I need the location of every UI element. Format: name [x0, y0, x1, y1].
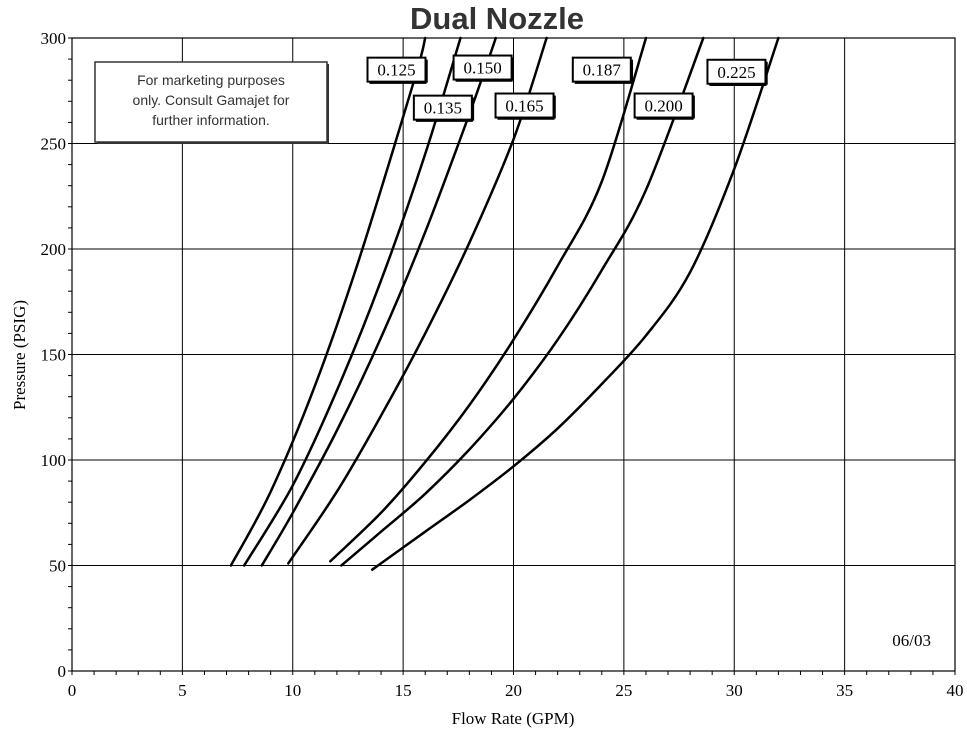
- series-line-0.165: [287, 36, 548, 565]
- y-tick-label: 200: [41, 240, 67, 259]
- series-line-0.187: [329, 36, 648, 563]
- series-label-text: 0.225: [717, 63, 755, 82]
- series-label-text: 0.125: [377, 61, 415, 80]
- marketing-note-line-2: only. Consult Gamajet for: [133, 92, 290, 108]
- y-tick-labels: 0 50 100 150 200 250 300: [41, 29, 67, 681]
- series-label-0.187: 0.187: [571, 56, 634, 84]
- series-lines: [229, 36, 780, 571]
- y-tick-label: 300: [41, 29, 67, 48]
- x-tick-label: 10: [284, 681, 301, 700]
- x-tick-label: 30: [726, 681, 743, 700]
- x-axis-title: Flow Rate (GPM): [452, 709, 575, 728]
- marketing-note-line-1: For marketing purposes: [137, 72, 285, 88]
- grid-lines: [71, 37, 956, 672]
- y-tick-label: 50: [49, 557, 66, 576]
- chart-title: Dual Nozzle: [410, 1, 584, 36]
- series-line-0.135: [242, 36, 462, 567]
- series-label-0.150: 0.150: [452, 54, 514, 82]
- series-label-text: 0.165: [505, 97, 543, 116]
- x-tick-label: 35: [836, 681, 853, 700]
- x-tick-labels: 0 5 10 15 20 25 30 35 40: [68, 681, 964, 700]
- y-tick-label: 150: [41, 346, 67, 365]
- plot-frame: [71, 37, 956, 672]
- series-label-0.125: 0.125: [366, 56, 428, 84]
- x-tick-label: 5: [178, 681, 187, 700]
- series-line-0.225: [370, 36, 780, 571]
- marketing-note: For marketing purposes only. Consult Gam…: [94, 61, 329, 144]
- minor-ticks: [68, 37, 956, 675]
- series-label-text: 0.150: [463, 59, 501, 78]
- series-label-0.135: 0.135: [412, 94, 475, 122]
- y-tick-label: 0: [58, 662, 67, 681]
- date-stamp: 06/03: [892, 631, 931, 650]
- y-axis-title: Pressure (PSIG): [10, 300, 29, 410]
- y-tick-label: 250: [41, 135, 67, 154]
- series-label-text: 0.200: [644, 97, 682, 116]
- marketing-note-line-3: further information.: [152, 112, 270, 128]
- y-tick-label: 100: [41, 451, 67, 470]
- x-tick-label: 40: [947, 681, 964, 700]
- series-label-0.200: 0.200: [633, 92, 695, 120]
- series-line-0.200: [340, 36, 705, 567]
- series-label-0.225: 0.225: [706, 58, 768, 87]
- x-tick-label: 20: [505, 681, 522, 700]
- x-tick-label: 15: [395, 681, 412, 700]
- x-tick-label: 25: [615, 681, 632, 700]
- x-tick-label: 0: [68, 681, 77, 700]
- marketing-note-frame: [94, 61, 328, 143]
- series-label-0.165: 0.165: [494, 92, 556, 120]
- series-label-text: 0.187: [583, 61, 622, 80]
- series-label-text: 0.135: [424, 99, 462, 118]
